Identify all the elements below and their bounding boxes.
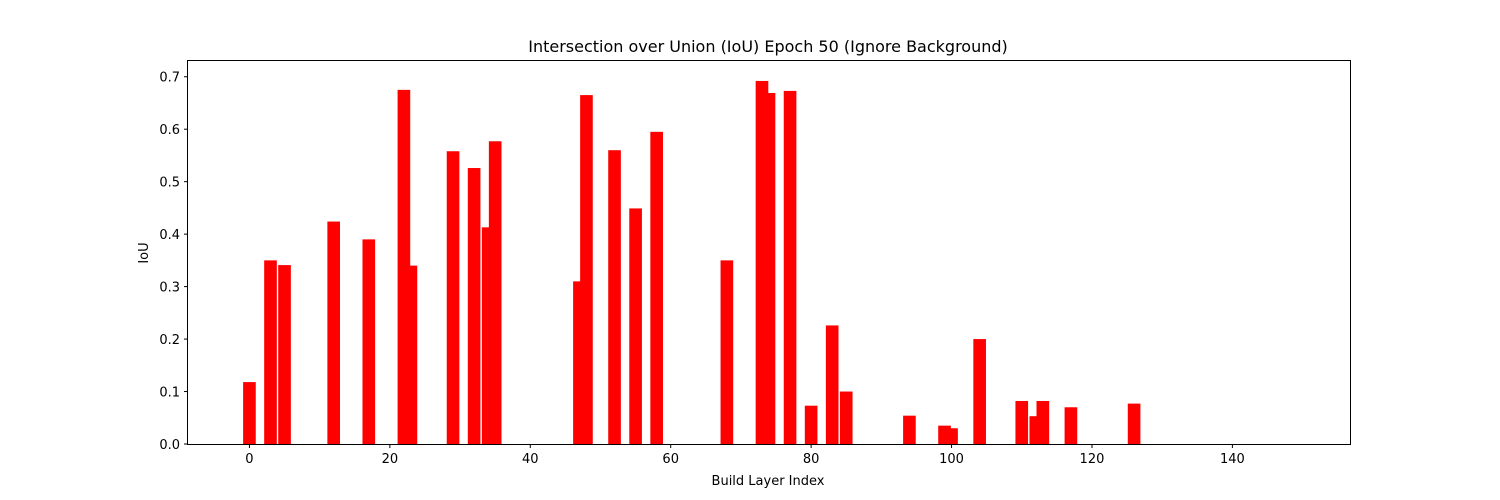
bar-83 — [825, 325, 839, 444]
y-tick-label: 0.2 — [159, 333, 180, 348]
bar-58 — [650, 131, 663, 444]
x-tick-label: 140 — [1220, 452, 1245, 467]
y-tick-label: 0.1 — [159, 386, 180, 401]
y-tick-label: 0.4 — [159, 228, 180, 243]
y-axis-ticks: 0.0 0.1 0.2 0.3 0.4 0.5 0.6 0.7 — [159, 71, 188, 453]
x-tick-label: 0 — [245, 452, 253, 467]
bar-74 — [762, 93, 776, 444]
y-tick-label: 0.6 — [159, 123, 180, 138]
bar-0 — [243, 382, 256, 444]
bar-12 — [327, 221, 341, 444]
bar-17 — [362, 239, 376, 444]
bar-3 — [264, 260, 277, 444]
y-axis-label: IoU — [137, 242, 152, 263]
bar-48 — [580, 95, 593, 444]
x-tick-label: 60 — [662, 452, 679, 467]
y-tick-label: 0.0 — [159, 438, 180, 453]
bar-55 — [629, 208, 642, 444]
bar-35 — [488, 141, 502, 444]
bar-104 — [973, 339, 986, 444]
x-axis-label: Build Layer Index — [712, 474, 825, 489]
bar-100 — [945, 428, 958, 444]
x-tick-label: 120 — [1080, 452, 1105, 467]
bar-94 — [903, 415, 916, 444]
x-tick-label: 20 — [382, 452, 399, 467]
y-tick-label: 0.7 — [159, 71, 180, 86]
bars-layer — [243, 80, 1141, 445]
bar-5 — [278, 265, 291, 444]
bar-32 — [467, 168, 481, 444]
y-tick-label: 0.5 — [159, 176, 180, 191]
bar-68 — [720, 260, 734, 444]
bar-52 — [608, 150, 621, 444]
bar-77 — [783, 90, 797, 444]
x-tick-label: 100 — [939, 452, 964, 467]
chart-title: Intersection over Union (IoU) Epoch 50 (… — [528, 37, 1008, 56]
bar-29 — [446, 151, 460, 445]
plot-frame — [187, 60, 1351, 445]
y-tick-label: 0.3 — [159, 281, 180, 296]
bar-80 — [804, 405, 818, 444]
x-tick-label: 40 — [522, 452, 539, 467]
bar-110 — [1015, 400, 1029, 444]
bar-126 — [1127, 403, 1141, 444]
bar-113 — [1036, 400, 1050, 444]
bar-117 — [1064, 407, 1078, 444]
x-axis-ticks: 0 20 40 60 80 100 120 140 — [245, 444, 1245, 467]
bar-85 — [839, 391, 853, 444]
bar-23 — [404, 265, 418, 444]
x-tick-label: 80 — [803, 452, 820, 467]
